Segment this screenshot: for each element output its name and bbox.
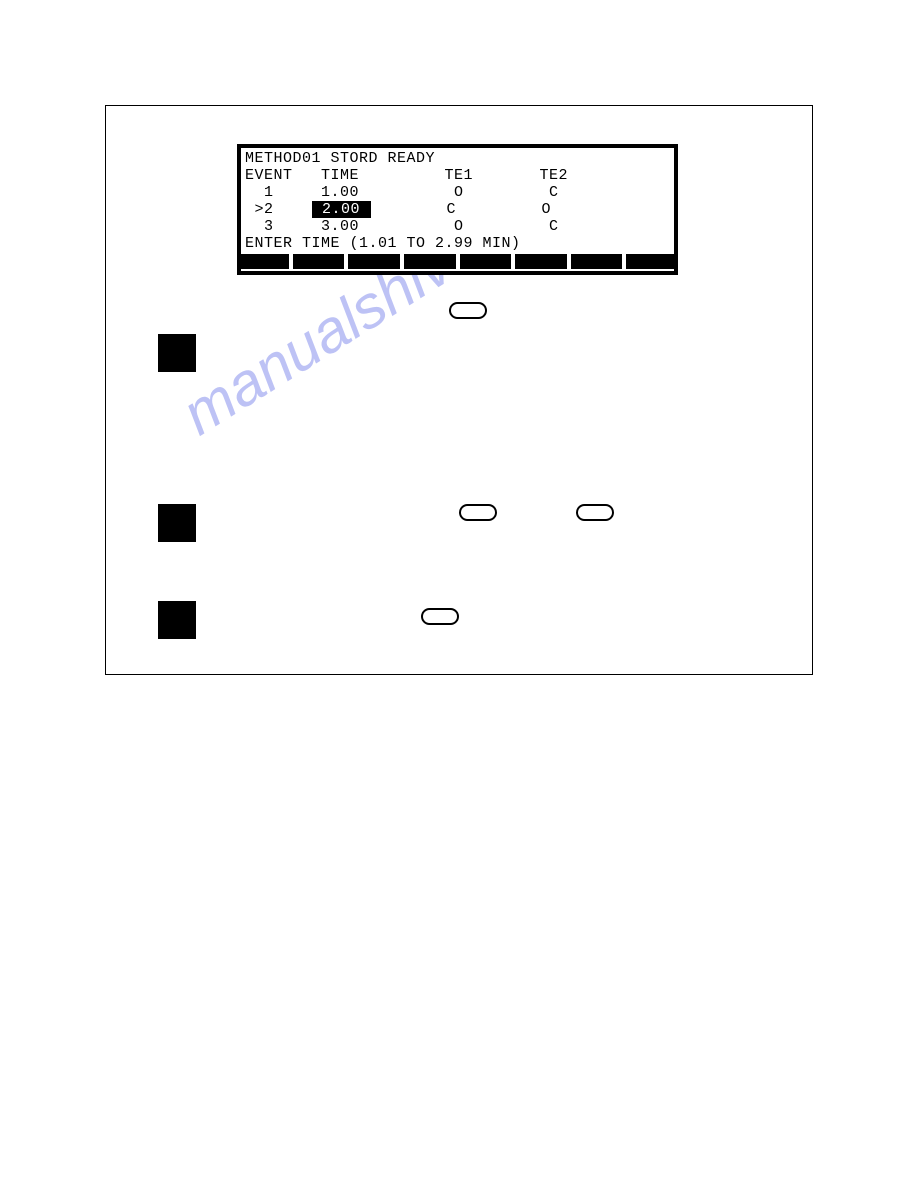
bullet-marker-1 bbox=[158, 334, 196, 372]
row2-selected-value: 2.00 bbox=[312, 201, 371, 218]
lcd-data-row-2: >2 2.00 C O bbox=[245, 201, 670, 218]
softkey-3[interactable] bbox=[348, 254, 400, 269]
key-button-1[interactable] bbox=[449, 302, 487, 319]
key-button-2[interactable] bbox=[459, 504, 497, 521]
lcd-title-row: METHOD01 STORD READY bbox=[245, 150, 670, 167]
lcd-data-row-3: 3 3.00 O C bbox=[245, 218, 670, 235]
softkey-1[interactable] bbox=[237, 254, 289, 269]
softkey-bar bbox=[237, 254, 678, 269]
bullet-marker-2 bbox=[158, 504, 196, 542]
key-button-3[interactable] bbox=[576, 504, 614, 521]
softkey-8[interactable] bbox=[626, 254, 678, 269]
row2-pre: >2 bbox=[245, 201, 312, 218]
diagram-frame: METHOD01 STORD READY EVENT TIME TE1 TE2 … bbox=[105, 105, 813, 675]
softkey-4[interactable] bbox=[404, 254, 456, 269]
softkey-5[interactable] bbox=[460, 254, 512, 269]
softkey-6[interactable] bbox=[515, 254, 567, 269]
lcd-prompt-row: ENTER TIME (1.01 TO 2.99 MIN) bbox=[245, 235, 670, 252]
key-button-4[interactable] bbox=[421, 608, 459, 625]
row2-post: C O bbox=[371, 201, 552, 218]
lcd-header-row: EVENT TIME TE1 TE2 bbox=[245, 167, 670, 184]
softkey-7[interactable] bbox=[571, 254, 623, 269]
bullet-marker-3 bbox=[158, 601, 196, 639]
softkey-2[interactable] bbox=[293, 254, 345, 269]
lcd-data-row-1: 1 1.00 O C bbox=[245, 184, 670, 201]
